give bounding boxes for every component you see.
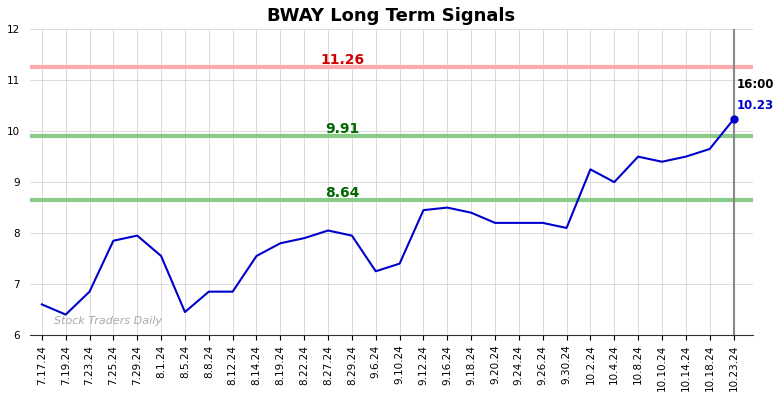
Text: 9.91: 9.91: [325, 122, 360, 136]
Text: 11.26: 11.26: [321, 53, 365, 67]
Text: Stock Traders Daily: Stock Traders Daily: [54, 316, 162, 326]
Text: 8.64: 8.64: [325, 186, 360, 201]
Text: 16:00: 16:00: [737, 78, 775, 92]
Text: 10.23: 10.23: [737, 99, 775, 112]
Title: BWAY Long Term Signals: BWAY Long Term Signals: [267, 7, 515, 25]
